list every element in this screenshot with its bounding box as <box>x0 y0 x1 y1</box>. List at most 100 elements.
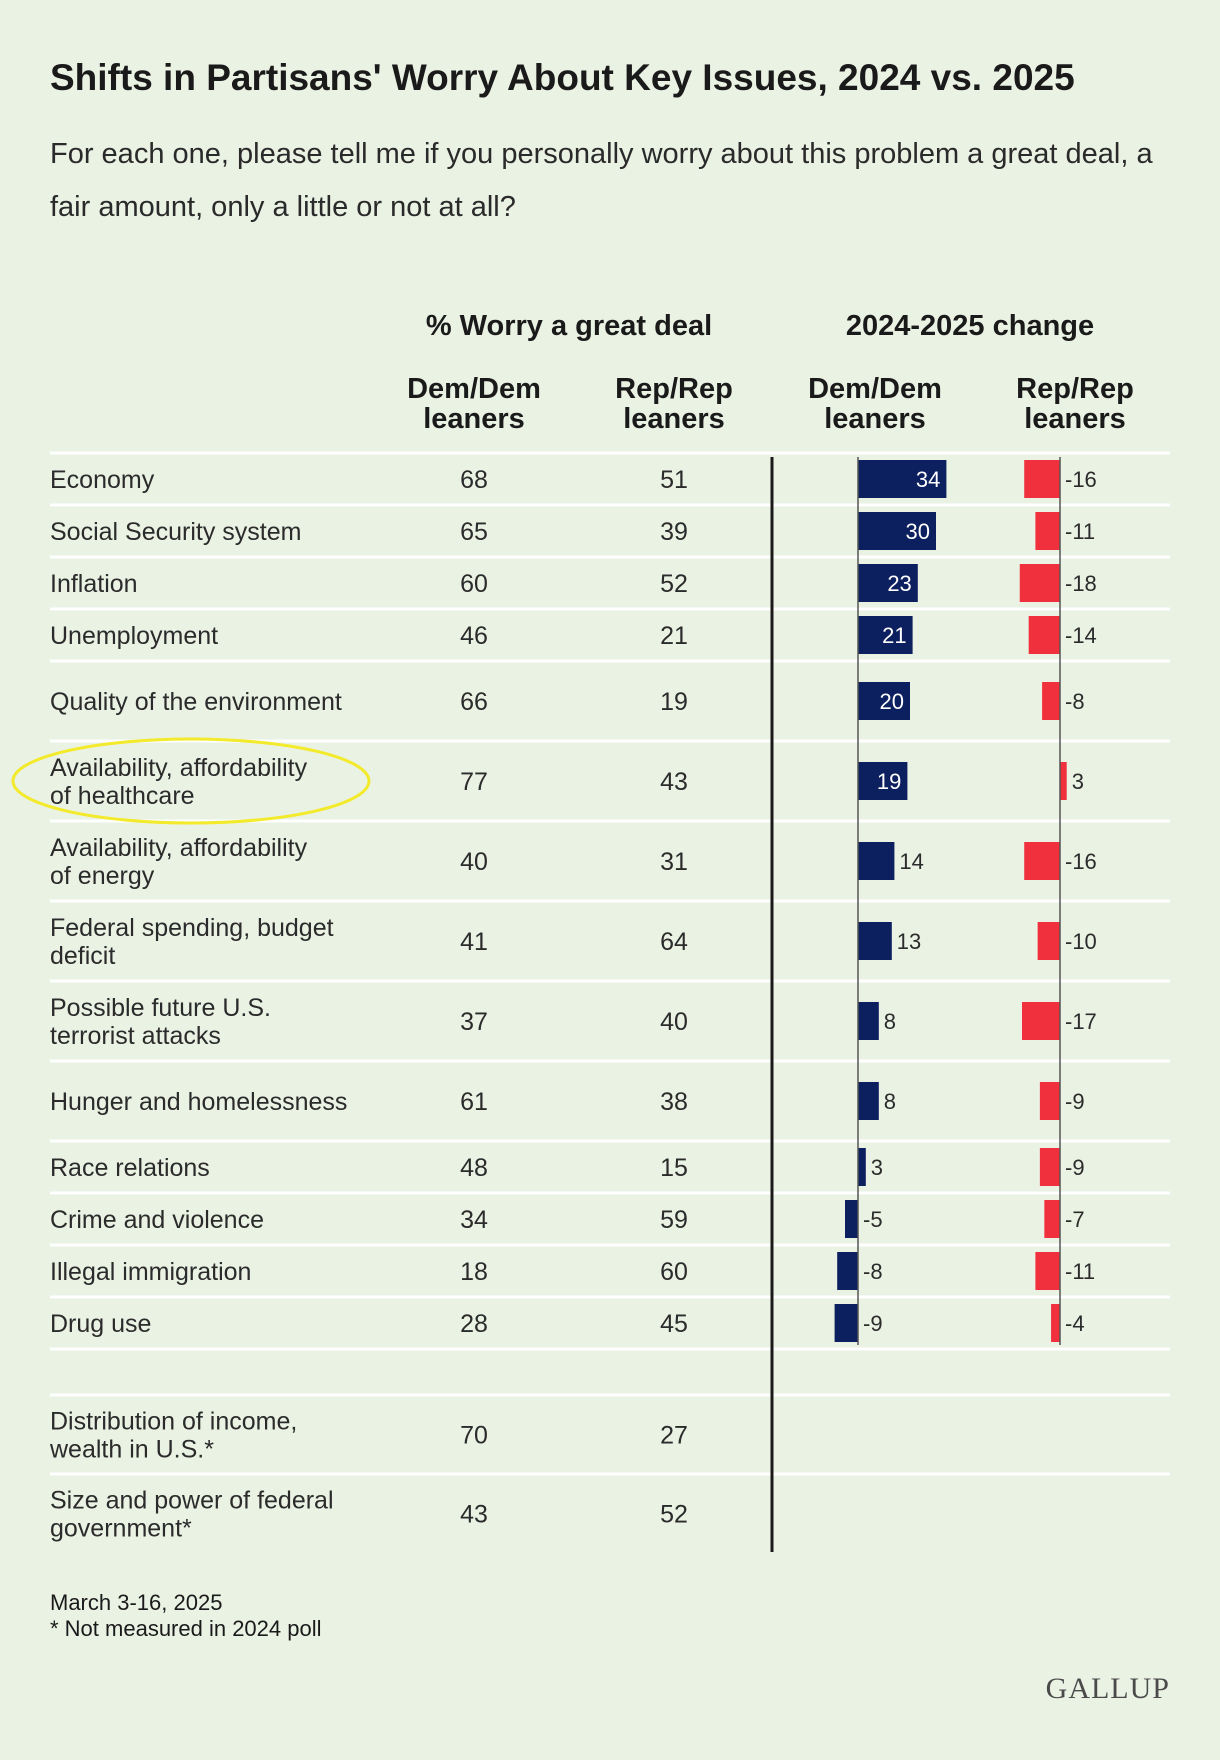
footnote: March 3-16, 2025 * Not measured in 2024 … <box>50 1590 322 1642</box>
dem-value: 28 <box>460 1310 488 1338</box>
issue-label: Drug use <box>50 1310 151 1338</box>
rep-value: 52 <box>660 570 688 598</box>
dem-change-bar <box>858 842 895 880</box>
rep-change-label: -8 <box>1065 689 1085 714</box>
dem-value: 46 <box>460 622 488 650</box>
rep-change-bar <box>1042 682 1060 720</box>
issue-label: Availability, affordability of energy <box>50 834 308 890</box>
rep-change-label: 3 <box>1072 769 1084 794</box>
group-header-change: 2024-2025 change <box>845 310 1095 342</box>
dem-value: 68 <box>460 466 488 494</box>
dem-change-label: -8 <box>863 1259 883 1284</box>
rep-change-bar <box>1024 842 1060 880</box>
issue-label: Hunger and homelessness <box>50 1088 347 1116</box>
rep-value: 27 <box>660 1422 688 1450</box>
rep-change-label: -10 <box>1065 929 1097 954</box>
chart-title: Shifts in Partisans' Worry About Key Iss… <box>50 57 1075 98</box>
issue-label: Quality of the environment <box>50 688 342 716</box>
rep-change-bar <box>1028 616 1060 654</box>
dem-change-bar <box>858 616 913 654</box>
rep-change-bar <box>1024 460 1060 498</box>
rep-change-label: -16 <box>1065 849 1097 874</box>
issue-label: Illegal immigration <box>50 1258 251 1286</box>
chart-subtitle: For each one, please tell me if you pers… <box>50 138 1153 223</box>
rep-change-label: -14 <box>1065 623 1097 648</box>
issue-label: Availability, affordability of healthcare <box>50 754 308 810</box>
dem-change-label: 13 <box>897 929 921 954</box>
issue-label: Social Security system <box>50 518 301 546</box>
dem-change-label: 21 <box>882 623 906 648</box>
dem-change-label: -5 <box>863 1207 883 1232</box>
issue-label: Inflation <box>50 570 138 598</box>
dem-change-label: 34 <box>916 467 940 492</box>
rep-value: 45 <box>660 1310 688 1338</box>
rep-change-label: -4 <box>1065 1311 1085 1336</box>
issue-label: Possible future U.S. terrorist attacks <box>50 994 271 1050</box>
rep-change-label: -9 <box>1065 1155 1085 1180</box>
rep-change-label: -16 <box>1065 467 1097 492</box>
rep-change-bar <box>1039 1148 1060 1186</box>
dem-change-bar <box>858 922 892 960</box>
dem-value: 61 <box>460 1088 488 1116</box>
rep-change-bar <box>1021 1002 1060 1040</box>
rep-value: 15 <box>660 1154 688 1182</box>
rep-change-bar <box>1051 1304 1060 1342</box>
dem-value: 48 <box>460 1154 488 1182</box>
dem-change-label: 3 <box>871 1155 883 1180</box>
rep-value: 31 <box>660 848 688 876</box>
dem-value: 66 <box>460 688 488 716</box>
dem-value: 60 <box>460 570 488 598</box>
dem-change-bar <box>858 564 918 602</box>
dem-value: 34 <box>460 1206 488 1234</box>
dem-change-bar <box>858 1082 879 1120</box>
rep-change-bar <box>1019 564 1060 602</box>
dem-value: 41 <box>460 928 488 956</box>
rep-change-bar <box>1060 762 1067 800</box>
column-header-rep: Rep/Rep leaners <box>615 373 733 435</box>
dem-change-label: 20 <box>880 689 904 714</box>
dem-change-bar <box>858 1148 866 1186</box>
rep-value: 51 <box>660 466 688 494</box>
dem-change-bar <box>837 1252 858 1290</box>
issue-label: Crime and violence <box>50 1206 264 1234</box>
dem-change-bar <box>858 460 947 498</box>
dem-value: 77 <box>460 768 488 796</box>
rep-value: 59 <box>660 1206 688 1234</box>
issue-label: Federal spending, budget deficit <box>50 914 334 970</box>
rep-value: 60 <box>660 1258 688 1286</box>
rep-value: 64 <box>660 928 688 956</box>
dem-change-bar <box>858 512 936 550</box>
issue-label: Race relations <box>50 1154 210 1182</box>
dem-value: 18 <box>460 1258 488 1286</box>
rep-change-label: -18 <box>1065 571 1097 596</box>
dem-change-bar <box>834 1304 858 1342</box>
rep-change-bar <box>1037 922 1060 960</box>
rep-change-bar <box>1035 512 1060 550</box>
dem-value: 65 <box>460 518 488 546</box>
dem-change-label: 19 <box>877 769 901 794</box>
rep-change-label: -11 <box>1065 1259 1095 1284</box>
dem-value: 70 <box>460 1422 488 1450</box>
dem-change-label: 14 <box>899 849 923 874</box>
dem-value: 37 <box>460 1008 488 1036</box>
rep-value: 39 <box>660 518 688 546</box>
dem-change-bar <box>858 762 908 800</box>
column-header-dem-change: Dem/Dem leaners <box>808 373 942 435</box>
rep-value: 38 <box>660 1088 688 1116</box>
dem-change-bar <box>858 1002 879 1040</box>
column-header-dem: Dem/Dem leaners <box>407 373 541 435</box>
dem-change-label: 8 <box>884 1009 896 1034</box>
dem-change-bar <box>845 1200 858 1238</box>
dem-change-label: 8 <box>884 1089 896 1114</box>
rep-change-bar <box>1035 1252 1060 1290</box>
rep-value: 40 <box>660 1008 688 1036</box>
rep-change-label: -7 <box>1065 1207 1085 1232</box>
gallup-logo: GALLUP <box>1045 1672 1170 1705</box>
footnote-date: March 3-16, 2025 <box>50 1590 223 1615</box>
rep-value: 21 <box>660 622 688 650</box>
rep-change-label: -9 <box>1065 1089 1085 1114</box>
rep-change-label: -17 <box>1065 1009 1097 1034</box>
issue-label: Economy <box>50 466 155 494</box>
highlight-ellipse <box>11 737 371 825</box>
